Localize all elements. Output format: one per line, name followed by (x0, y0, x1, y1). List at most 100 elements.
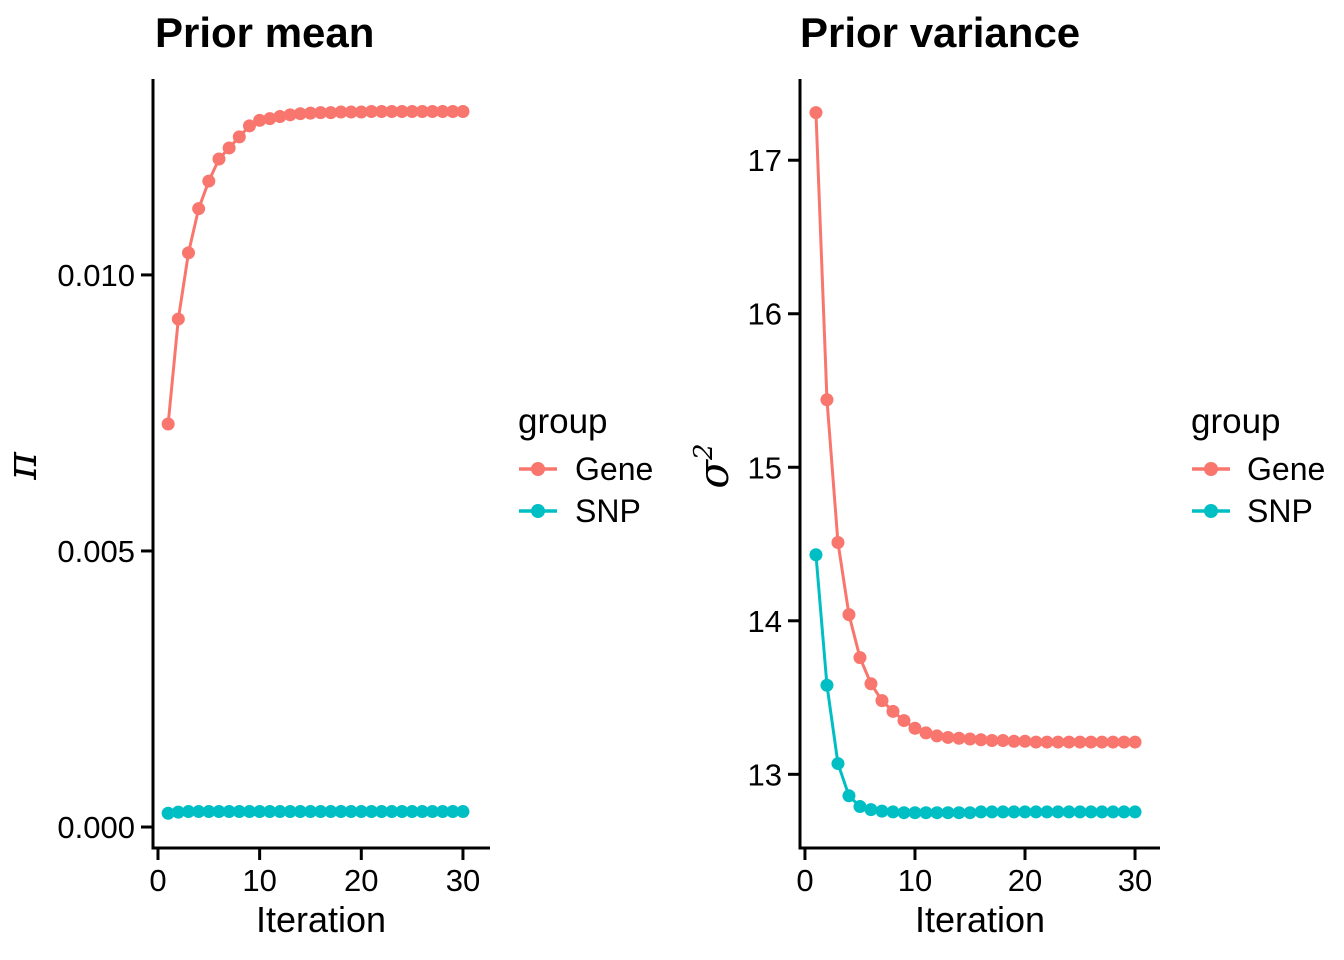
snp-data-point (344, 805, 358, 819)
gene-data-point (1128, 735, 1142, 749)
snp-data-point (385, 805, 399, 819)
x-tick-label: 20 (1008, 863, 1042, 898)
snp-data-point (1062, 805, 1076, 819)
gene-data-point (842, 608, 856, 622)
gene-data-point (395, 105, 409, 119)
gene-data-point (952, 731, 966, 745)
gene-data-point (232, 130, 246, 144)
gene-data-point (1007, 734, 1021, 748)
legend-entry-label: SNP (575, 493, 641, 529)
snp-data-point (930, 806, 944, 820)
chart-title: Prior variance (800, 9, 1080, 56)
snp-data-point (181, 805, 195, 819)
x-axis-label: Iteration (256, 899, 386, 940)
snp-data-point (375, 805, 389, 819)
legend-entry-label: Gene (1247, 451, 1325, 487)
legend: group Gene SNP (1191, 402, 1325, 529)
gene-data-point (222, 141, 236, 155)
snp-data-point (273, 805, 287, 819)
snp-data-point (395, 805, 409, 819)
gene-data-point (181, 246, 195, 260)
gene-data-point (263, 112, 277, 126)
gene-data-point (1018, 734, 1032, 748)
gene-data-point (324, 106, 338, 120)
x-tick-label: 0 (149, 863, 166, 898)
snp-data-point (212, 805, 226, 819)
snp-data-point (1007, 805, 1021, 819)
y-tick-label: 0.010 (57, 258, 135, 293)
y-tick-label: 0.000 (57, 810, 135, 845)
x-tick-label: 0 (796, 863, 813, 898)
chart-title: Prior mean (155, 9, 374, 56)
snp-data-point (446, 805, 460, 819)
gene-data-point (1029, 735, 1043, 749)
snp-data-point (283, 805, 297, 819)
gene-data-point (864, 677, 878, 691)
gene-data-point (314, 106, 328, 120)
legend-key-point (1204, 504, 1218, 518)
snp-data-point (886, 805, 900, 819)
snp-data-point (354, 805, 368, 819)
snp-data-point (842, 789, 856, 803)
gene-data-point (354, 105, 368, 119)
snp-data-point (314, 805, 328, 819)
y-tick-label: 16 (748, 297, 782, 332)
gene-data-point (1095, 735, 1109, 749)
gene-data-point (875, 694, 889, 708)
snp-data-point (1029, 805, 1043, 819)
gene-data-point (364, 105, 378, 119)
gene-data-point (919, 726, 933, 740)
gene-data-point (415, 105, 429, 119)
gene-data-point (161, 417, 175, 431)
snp-data-point (974, 805, 988, 819)
snp-data-point (293, 805, 307, 819)
gene-data-point (809, 106, 823, 120)
snp-data-point (263, 805, 277, 819)
legend-title: group (1191, 402, 1281, 441)
gene-data-point (334, 105, 348, 119)
snp-series-line (814, 553, 1137, 815)
legend-key-point (1204, 462, 1218, 476)
legend: group Gene SNP (518, 402, 653, 529)
snp-data-point (364, 805, 378, 819)
gene-data-point (192, 202, 206, 216)
prior-variance-chart: Prior variance 13 14 15 16 17 0 10 20 30 Iteration… (689, 9, 1325, 940)
snp-data-point (1117, 805, 1131, 819)
snp-data-point (324, 805, 338, 819)
snp-data-point (222, 805, 236, 819)
x-tick-label: 10 (242, 863, 276, 898)
gene-data-point (908, 721, 922, 735)
y-tick-label: 17 (748, 143, 782, 178)
snp-data-point (161, 806, 175, 820)
gene-data-point (831, 535, 845, 549)
gene-data-point (1062, 735, 1076, 749)
gene-data-point (456, 105, 470, 119)
gene-data-point (212, 152, 226, 166)
gene-data-point (820, 393, 834, 407)
gene-data-point (171, 312, 185, 326)
gene-data-point (897, 714, 911, 728)
y-tick-label: 14 (748, 604, 782, 639)
snp-data-point (242, 805, 256, 819)
snp-data-point (897, 806, 911, 820)
gene-data-point (283, 108, 297, 122)
snp-data-point (1051, 805, 1065, 819)
gene-data-point (425, 105, 439, 119)
snp-data-point (853, 800, 867, 814)
snp-data-point (963, 806, 977, 820)
gene-data-point (242, 119, 256, 133)
gene-data-point (853, 651, 867, 665)
snp-data-point (1084, 805, 1098, 819)
snp-data-point (192, 805, 206, 819)
gene-data-point (1040, 735, 1054, 749)
gene-data-point (1073, 735, 1087, 749)
x-tick-label: 20 (344, 863, 378, 898)
snp-data-point (875, 804, 889, 818)
gene-data-point (344, 105, 358, 119)
snp-data-point (436, 805, 450, 819)
snp-data-point (1040, 805, 1054, 819)
x-tick-label: 10 (898, 863, 932, 898)
x-axis-label: Iteration (915, 899, 1045, 940)
